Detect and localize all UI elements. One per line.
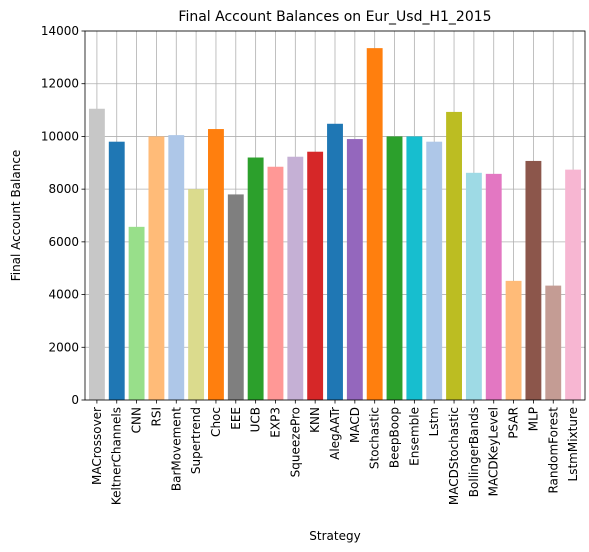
x-tick-label: Ensemble <box>407 407 421 466</box>
x-tick-label: MLP <box>526 407 540 431</box>
bar <box>188 189 205 400</box>
bar <box>148 136 165 400</box>
x-tick-label: BarMovement <box>169 407 183 491</box>
x-tick-label: EEE <box>229 407 243 430</box>
y-axis-label: Final Account Balance <box>9 150 23 282</box>
x-tick-label: RandomForest <box>546 407 560 494</box>
y-tick-label: 4000 <box>48 288 79 302</box>
bar <box>465 172 482 400</box>
chart-title: Final Account Balances on Eur_Usd_H1_201… <box>178 9 491 25</box>
bar <box>426 141 443 400</box>
x-tick-label: BeepBoop <box>388 407 402 468</box>
y-tick-label: 12000 <box>41 77 79 91</box>
bar <box>208 129 224 400</box>
x-axis-ticks: MACrossover KeltnerChannels CNN RSI BarMovem… <box>90 400 580 505</box>
x-tick-label: MACDKeyLevel <box>487 407 501 496</box>
x-tick-label: RSI <box>149 407 163 427</box>
x-tick-label: CNN <box>130 407 144 433</box>
bar <box>287 156 304 400</box>
x-tick-label: Stochastic <box>368 407 382 469</box>
y-tick-label: 8000 <box>48 182 79 196</box>
x-tick-label: PSAR <box>507 407 521 439</box>
y-tick-label: 10000 <box>41 129 79 143</box>
bar <box>505 280 522 400</box>
bar <box>128 226 145 400</box>
y-tick-label: 14000 <box>41 24 79 38</box>
x-tick-label: EXP3 <box>268 407 282 438</box>
bar <box>346 139 363 401</box>
y-tick-label: 0 <box>71 393 79 407</box>
bar <box>386 136 403 400</box>
x-tick-label: KeltnerChannels <box>110 407 124 505</box>
bars <box>88 48 582 401</box>
bar <box>267 166 284 400</box>
bar <box>88 108 105 400</box>
bar <box>327 123 343 400</box>
x-tick-label: MACD <box>348 407 362 443</box>
x-tick-label: Lstm <box>427 407 441 436</box>
bar <box>227 194 244 400</box>
y-axis-ticks: 0 2000 4000 6000 8000 10000 12000 14000 <box>41 24 85 407</box>
bar <box>307 151 324 400</box>
bar <box>366 48 383 400</box>
x-axis-label: Strategy <box>309 529 360 543</box>
x-tick-label: MACrossover <box>90 407 104 485</box>
x-tick-label: UCB <box>249 407 263 432</box>
bar <box>247 157 264 400</box>
x-tick-label: Choc <box>209 407 223 437</box>
bar <box>525 160 542 400</box>
y-tick-label: 6000 <box>48 235 79 249</box>
bar <box>485 173 502 400</box>
x-tick-label: SqueezePro <box>288 407 302 477</box>
x-tick-label: KNN <box>308 407 322 433</box>
y-tick-label: 2000 <box>48 340 79 354</box>
x-tick-label: BollingerBands <box>467 407 481 497</box>
bar <box>565 169 582 400</box>
bar <box>446 111 462 400</box>
x-tick-label: MACDStochastic <box>447 407 461 505</box>
bar <box>108 141 125 400</box>
x-tick-label: LstmMixture <box>566 407 580 481</box>
bar <box>168 135 185 400</box>
x-tick-label: Supertrend <box>189 407 203 474</box>
bar <box>545 285 562 400</box>
bar <box>406 136 423 400</box>
x-tick-label: AlegAATr <box>328 407 342 460</box>
